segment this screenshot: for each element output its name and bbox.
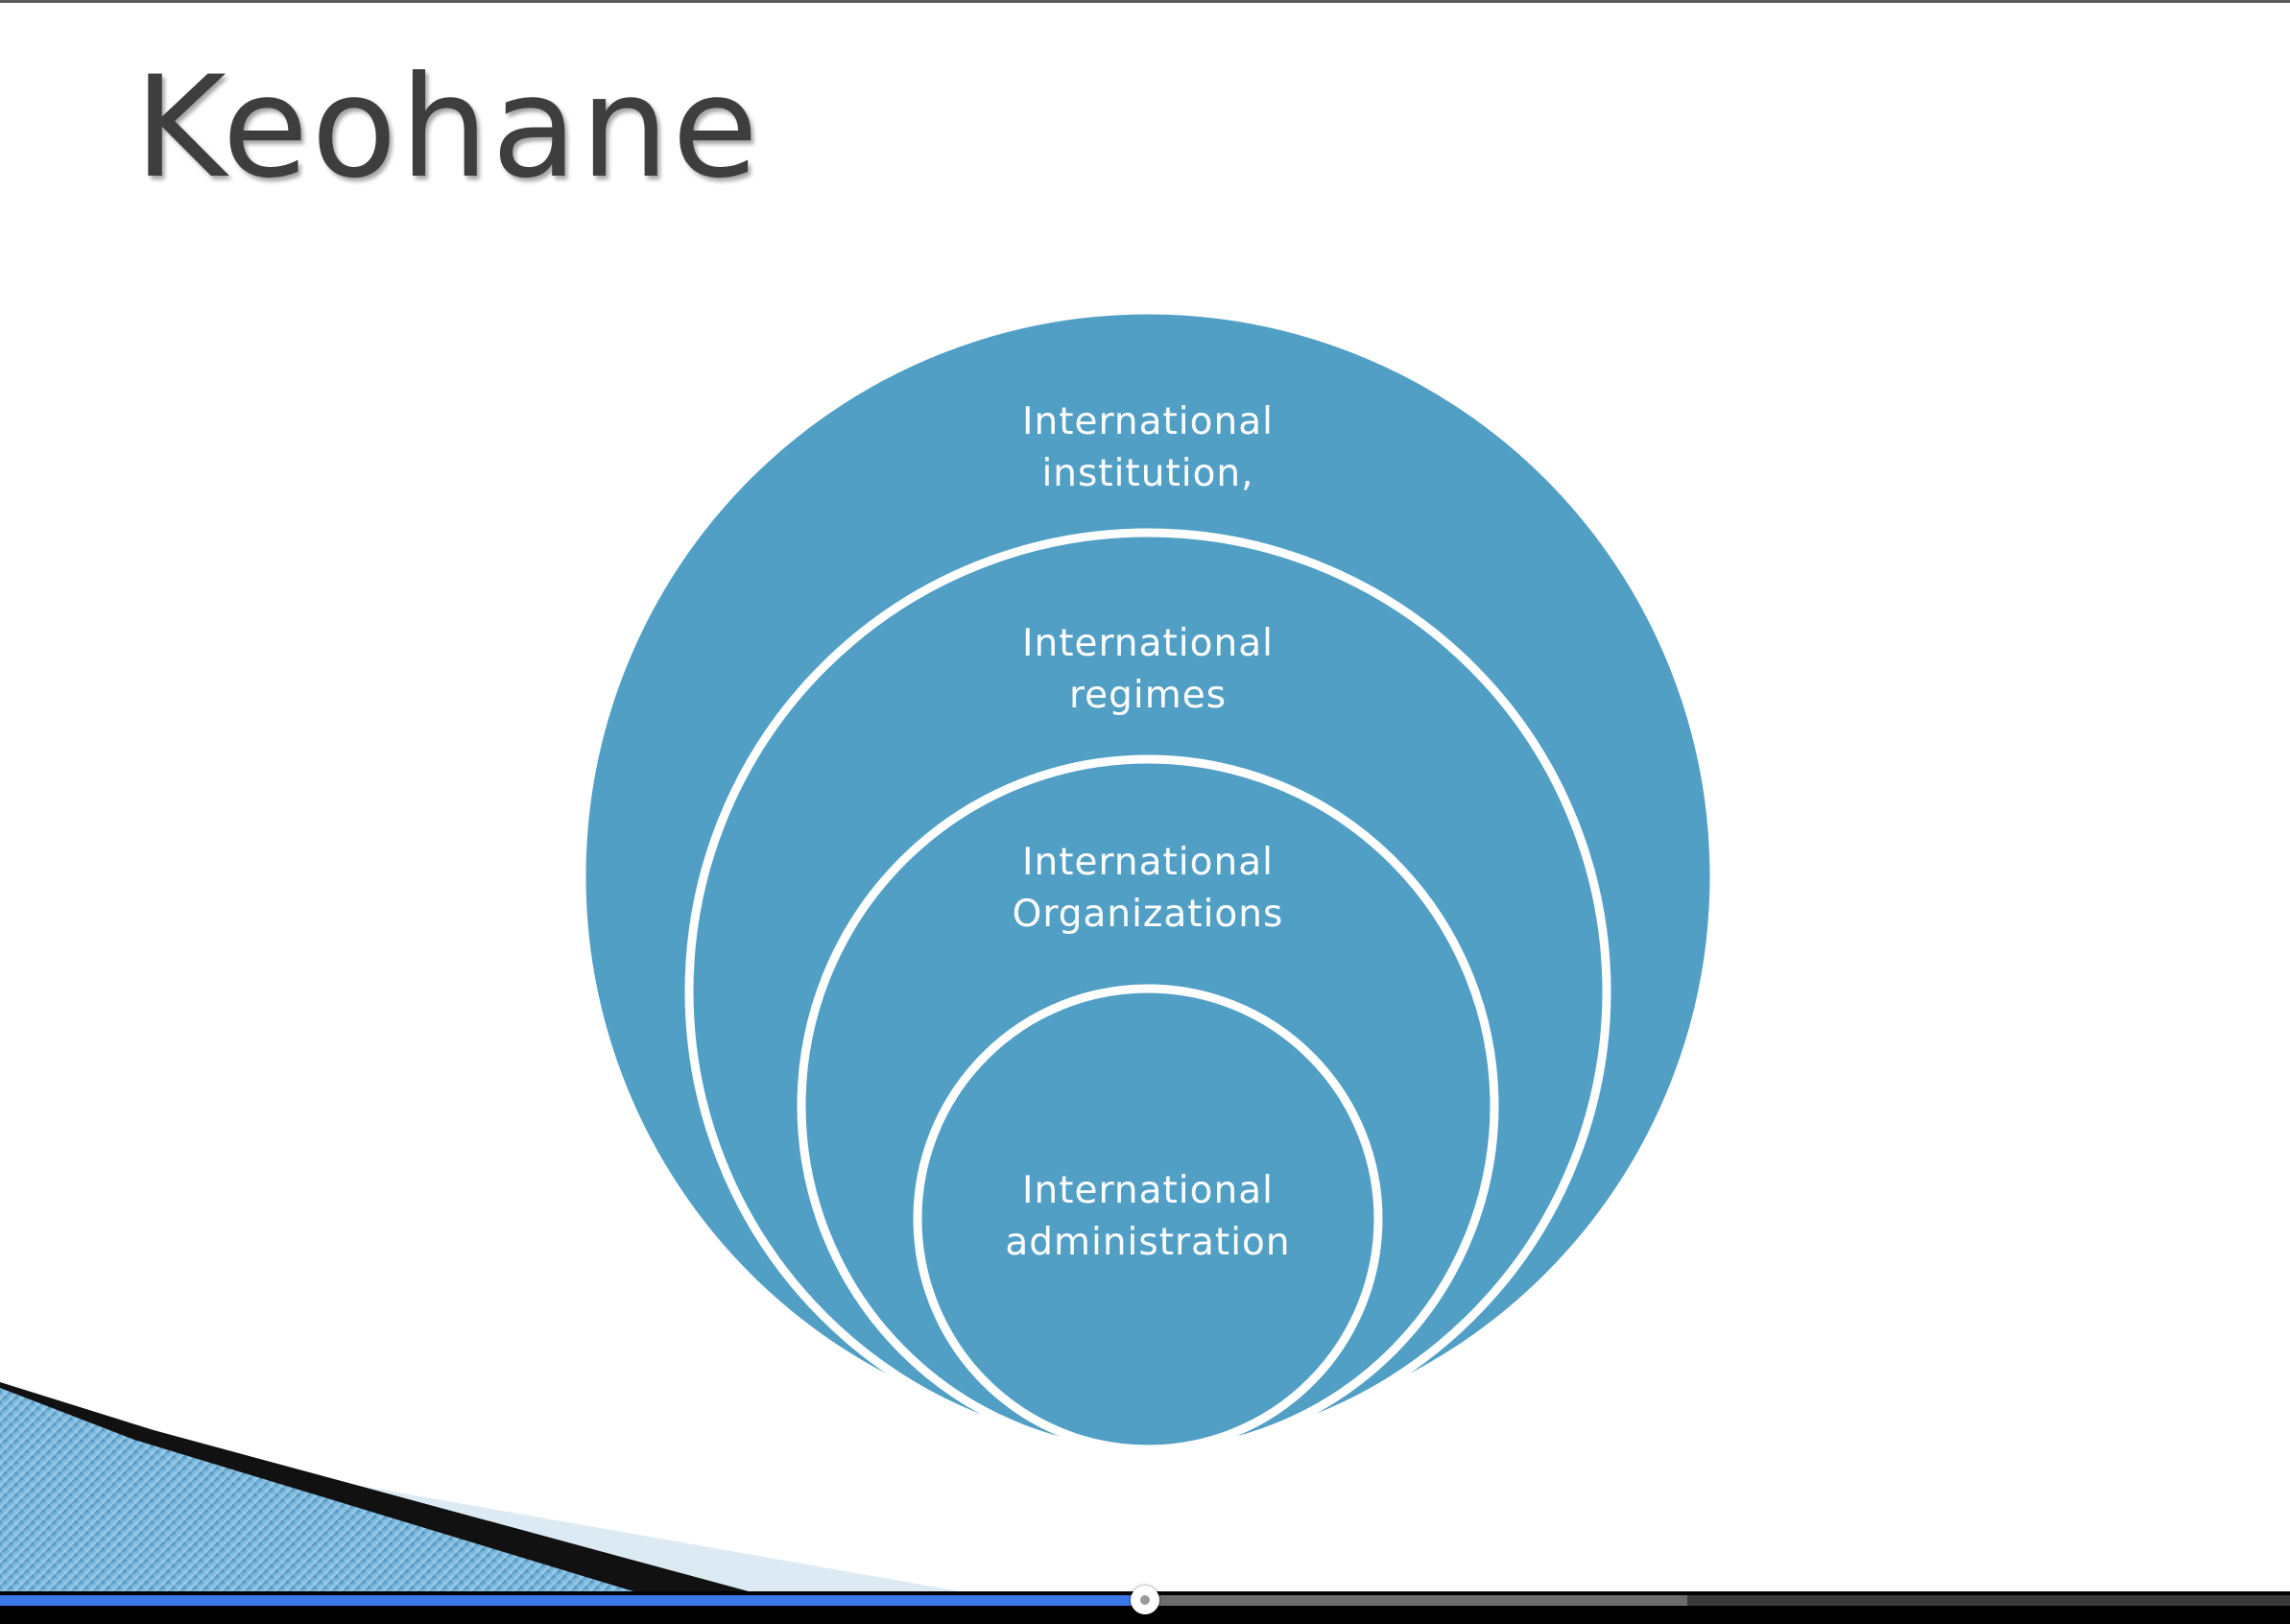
nested-circles-diagram — [581, 309, 1715, 1457]
label-line1: International — [1022, 622, 1274, 665]
seek-track[interactable] — [0, 1586, 2290, 1614]
label-line1: International — [1022, 841, 1274, 884]
label-international-regimes: International regimes — [1022, 622, 1274, 717]
label-line2: institution, — [1041, 452, 1253, 495]
label-line2: regimes — [1069, 674, 1227, 717]
label-line2: Organizations — [1013, 893, 1284, 936]
label-international-organizations: International Organizations — [1013, 841, 1284, 936]
corner-swoosh-decoration — [0, 1382, 960, 1591]
label-line1: International — [1022, 1169, 1274, 1212]
label-line2: administration — [1005, 1221, 1290, 1264]
seek-played-progress — [0, 1595, 1145, 1606]
label-line1: International — [1022, 400, 1274, 443]
label-international-institution: International institution, — [1022, 400, 1274, 495]
circle-international-administration — [913, 984, 1383, 1454]
video-seek-bar[interactable] — [0, 1586, 2290, 1624]
slide-title: Keohane — [134, 46, 761, 209]
label-international-administration: International administration — [1005, 1169, 1290, 1264]
seek-thumb-handle[interactable] — [1131, 1586, 1159, 1614]
window-top-border — [0, 0, 2290, 3]
